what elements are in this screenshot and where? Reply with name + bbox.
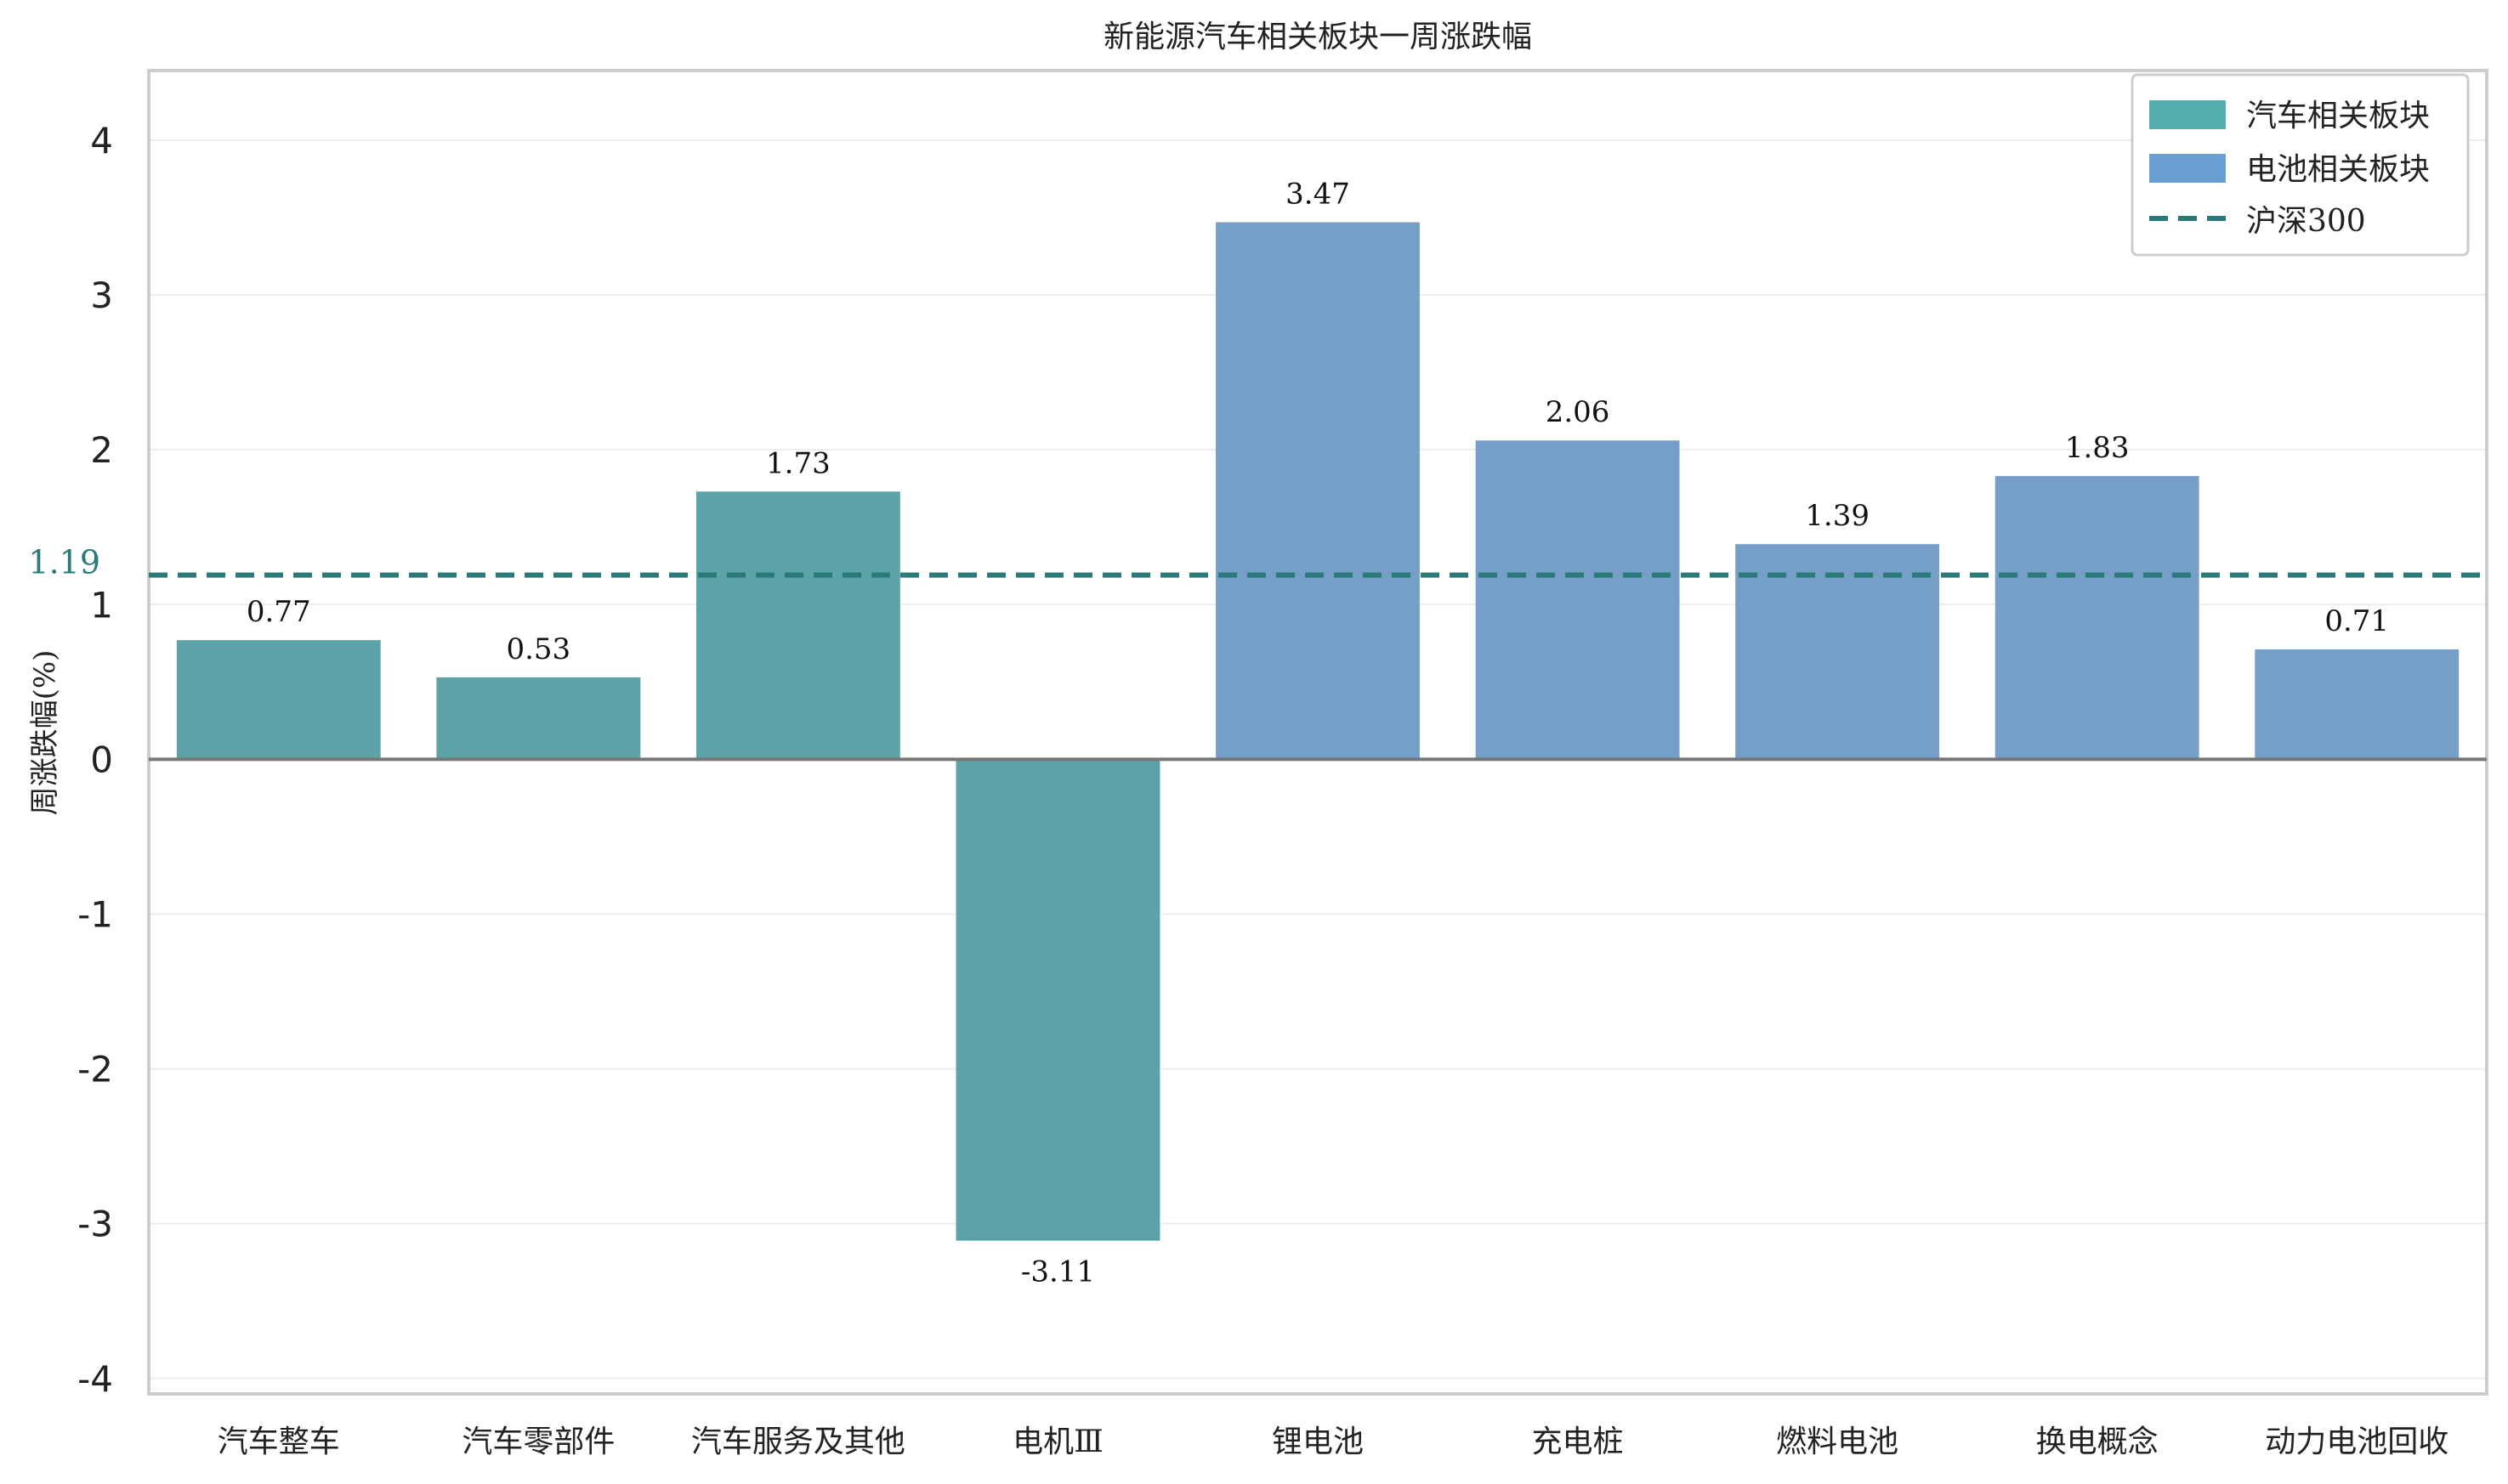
bar xyxy=(1994,476,2199,760)
y-tick-label: -4 xyxy=(77,1358,113,1400)
legend-label-battery: 电池相关板块 xyxy=(2246,152,2430,187)
data-label: 2.06 xyxy=(1546,395,1610,429)
data-label: 1.83 xyxy=(2065,431,2130,465)
x-tick-label: 电机Ⅲ xyxy=(1013,1425,1104,1459)
y-tick-label: 3 xyxy=(90,275,113,316)
bar xyxy=(1475,440,1680,760)
data-label: 0.77 xyxy=(247,595,311,629)
y-tick-label: 2 xyxy=(90,429,113,471)
legend: 汽车相关板块 电池相关板块 沪深300 xyxy=(2131,73,2470,257)
plot-frame xyxy=(147,69,2488,1396)
y-tick-label: 0 xyxy=(90,739,113,780)
x-ticks: 汽车整车 汽车零部件 汽车服务及其他 电机Ⅲ 锂电池 充电桩 燃料电池 换电概念 动力电池回收 xyxy=(218,1425,2448,1459)
y-tick-label: 1 xyxy=(90,584,113,626)
y-ticks: 4 3 2 1 0 -1 -2 -3 -4 xyxy=(77,120,113,1400)
x-tick-label: 汽车整车 xyxy=(218,1425,340,1459)
bar xyxy=(1735,544,1940,760)
data-label: 0.53 xyxy=(506,632,570,666)
reference-line-label: 1.19 xyxy=(28,544,100,581)
y-tick-label: -1 xyxy=(77,893,113,935)
x-tick-label: 锂电池 xyxy=(1272,1425,1364,1459)
bar xyxy=(436,677,641,760)
bar xyxy=(176,640,381,760)
legend-swatch-battery xyxy=(2149,154,2226,183)
bar xyxy=(1216,222,1420,760)
x-tick-label: 汽车零部件 xyxy=(462,1425,615,1459)
y-tick-label: -3 xyxy=(77,1204,113,1245)
bars xyxy=(176,222,2460,1241)
x-tick-label: 换电概念 xyxy=(2036,1425,2159,1459)
chart-title: 新能源汽车相关板块一周涨跌幅 xyxy=(1104,20,1532,54)
bar xyxy=(2255,649,2460,760)
data-label: -3.11 xyxy=(1021,1255,1095,1289)
y-tick-label: -2 xyxy=(77,1049,113,1090)
y-tick-label: 4 xyxy=(90,120,113,161)
x-tick-label: 燃料电池 xyxy=(1776,1425,1898,1459)
data-label: 1.39 xyxy=(1805,499,1870,533)
data-label: 0.71 xyxy=(2324,604,2389,638)
x-tick-label: 动力电池回收 xyxy=(2265,1425,2448,1459)
data-label: 1.73 xyxy=(766,446,831,480)
data-label: 3.47 xyxy=(1285,177,1350,211)
legend-swatch-car xyxy=(2149,100,2226,129)
bar xyxy=(956,759,1160,1241)
y-axis-label: 周涨跌幅(%) xyxy=(28,650,62,816)
data-labels: 0.77 0.53 1.73 -3.11 3.47 2.06 1.39 1.83 0.71 xyxy=(247,177,2389,1289)
x-tick-label: 充电桩 xyxy=(1532,1425,1624,1459)
legend-label-car: 汽车相关板块 xyxy=(2246,99,2430,133)
bar xyxy=(695,491,900,760)
legend-label-hs300: 沪深300 xyxy=(2246,204,2366,239)
x-tick-label: 汽车服务及其他 xyxy=(691,1425,905,1459)
